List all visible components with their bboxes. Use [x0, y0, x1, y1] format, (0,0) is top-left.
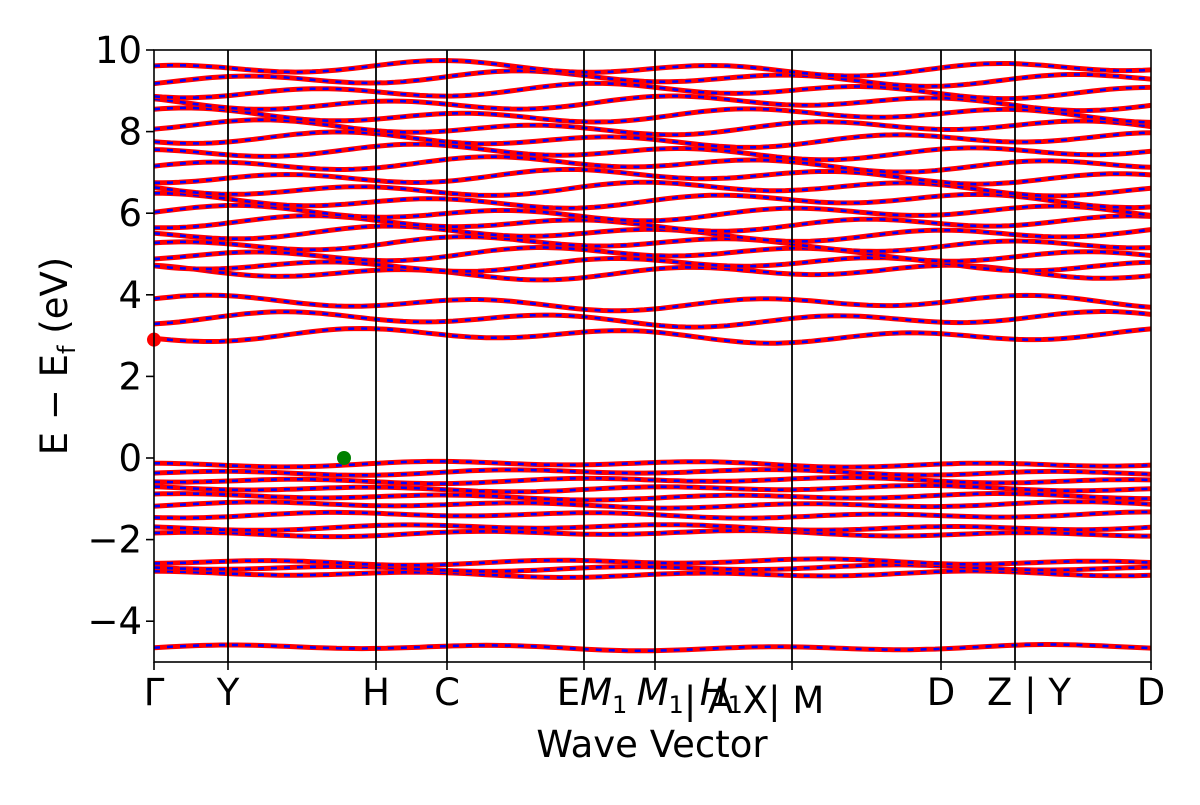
x-axis-title: Wave Vector: [536, 723, 768, 766]
band-spin-down: [154, 484, 1151, 494]
band-spin-down: [154, 523, 1151, 532]
band-spin-down: [154, 224, 1151, 243]
x-tick-label: Γ: [144, 671, 165, 714]
band-spin-down: [154, 204, 1151, 223]
band-spin-down: [154, 69, 1151, 88]
x-tick-label: H: [362, 671, 390, 714]
x-tick-label: Y: [216, 671, 240, 714]
bands-layer: [154, 57, 1151, 654]
x-tick-label: C: [434, 671, 460, 714]
band-spin-down: [154, 643, 1151, 652]
y-tick-label: 0: [118, 437, 142, 480]
band-spin-down: [154, 569, 1151, 579]
plot-frame: [153, 49, 1152, 663]
extrema-markers: [147, 332, 351, 465]
y-tick-label: 4: [118, 274, 142, 317]
y-tick-label: 6: [118, 192, 142, 235]
band-spin-down: [154, 557, 1151, 567]
band-spin-down: [154, 94, 1151, 112]
y-tick-label: 8: [118, 111, 142, 154]
band-spin-down: [154, 492, 1151, 502]
vbm-marker: [337, 451, 351, 465]
x-tick-label: EM1: [557, 671, 628, 719]
y-tick-label: −4: [87, 600, 142, 643]
x-tick-label: M1| A: [637, 671, 734, 722]
x-tick-label: H1X| M: [700, 671, 825, 722]
x-tick-label: Z | Y: [987, 671, 1071, 714]
band-spin-down: [154, 246, 1151, 263]
band-spin-down: [154, 510, 1151, 520]
kpoint-lines: [227, 50, 1016, 662]
x-tick-label: D: [1137, 671, 1166, 714]
band-spin-up: [154, 141, 1151, 163]
band-spin-down: [154, 256, 1151, 273]
band-spin-down: [154, 118, 1151, 137]
y-tick-label: −2: [87, 519, 142, 562]
band-spin-down: [154, 214, 1151, 233]
band-spin-down: [154, 192, 1151, 210]
band-spin-down: [154, 500, 1151, 510]
band-spin-down: [154, 180, 1151, 198]
band-spin-down: [154, 155, 1151, 174]
band-spin-down: [154, 130, 1151, 149]
band-spin-down: [154, 168, 1151, 186]
y-tick-label: 2: [118, 355, 142, 398]
band-spin-down: [154, 82, 1151, 100]
band-spin-down: [154, 310, 1151, 329]
y-axis-ticks: −4 −2 0 2 4 6 8 10: [87, 29, 154, 643]
x-tick-label: D: [927, 671, 956, 714]
band-spin-down: [154, 59, 1151, 78]
band-spin-down: [154, 143, 1151, 162]
band-spin-down: [154, 235, 1151, 253]
y-axis-title: E − Ef (eV): [33, 257, 81, 455]
y-tick-label: 10: [95, 29, 142, 72]
band-spin-down: [154, 468, 1151, 477]
band-spin-down: [154, 106, 1151, 124]
band-spin-down: [154, 563, 1151, 573]
band-spin-down: [154, 327, 1151, 345]
band-spin-down: [154, 476, 1151, 485]
band-spin-down: [154, 293, 1151, 313]
band-spin-down: [154, 460, 1151, 469]
band-spin-down: [154, 529, 1151, 538]
